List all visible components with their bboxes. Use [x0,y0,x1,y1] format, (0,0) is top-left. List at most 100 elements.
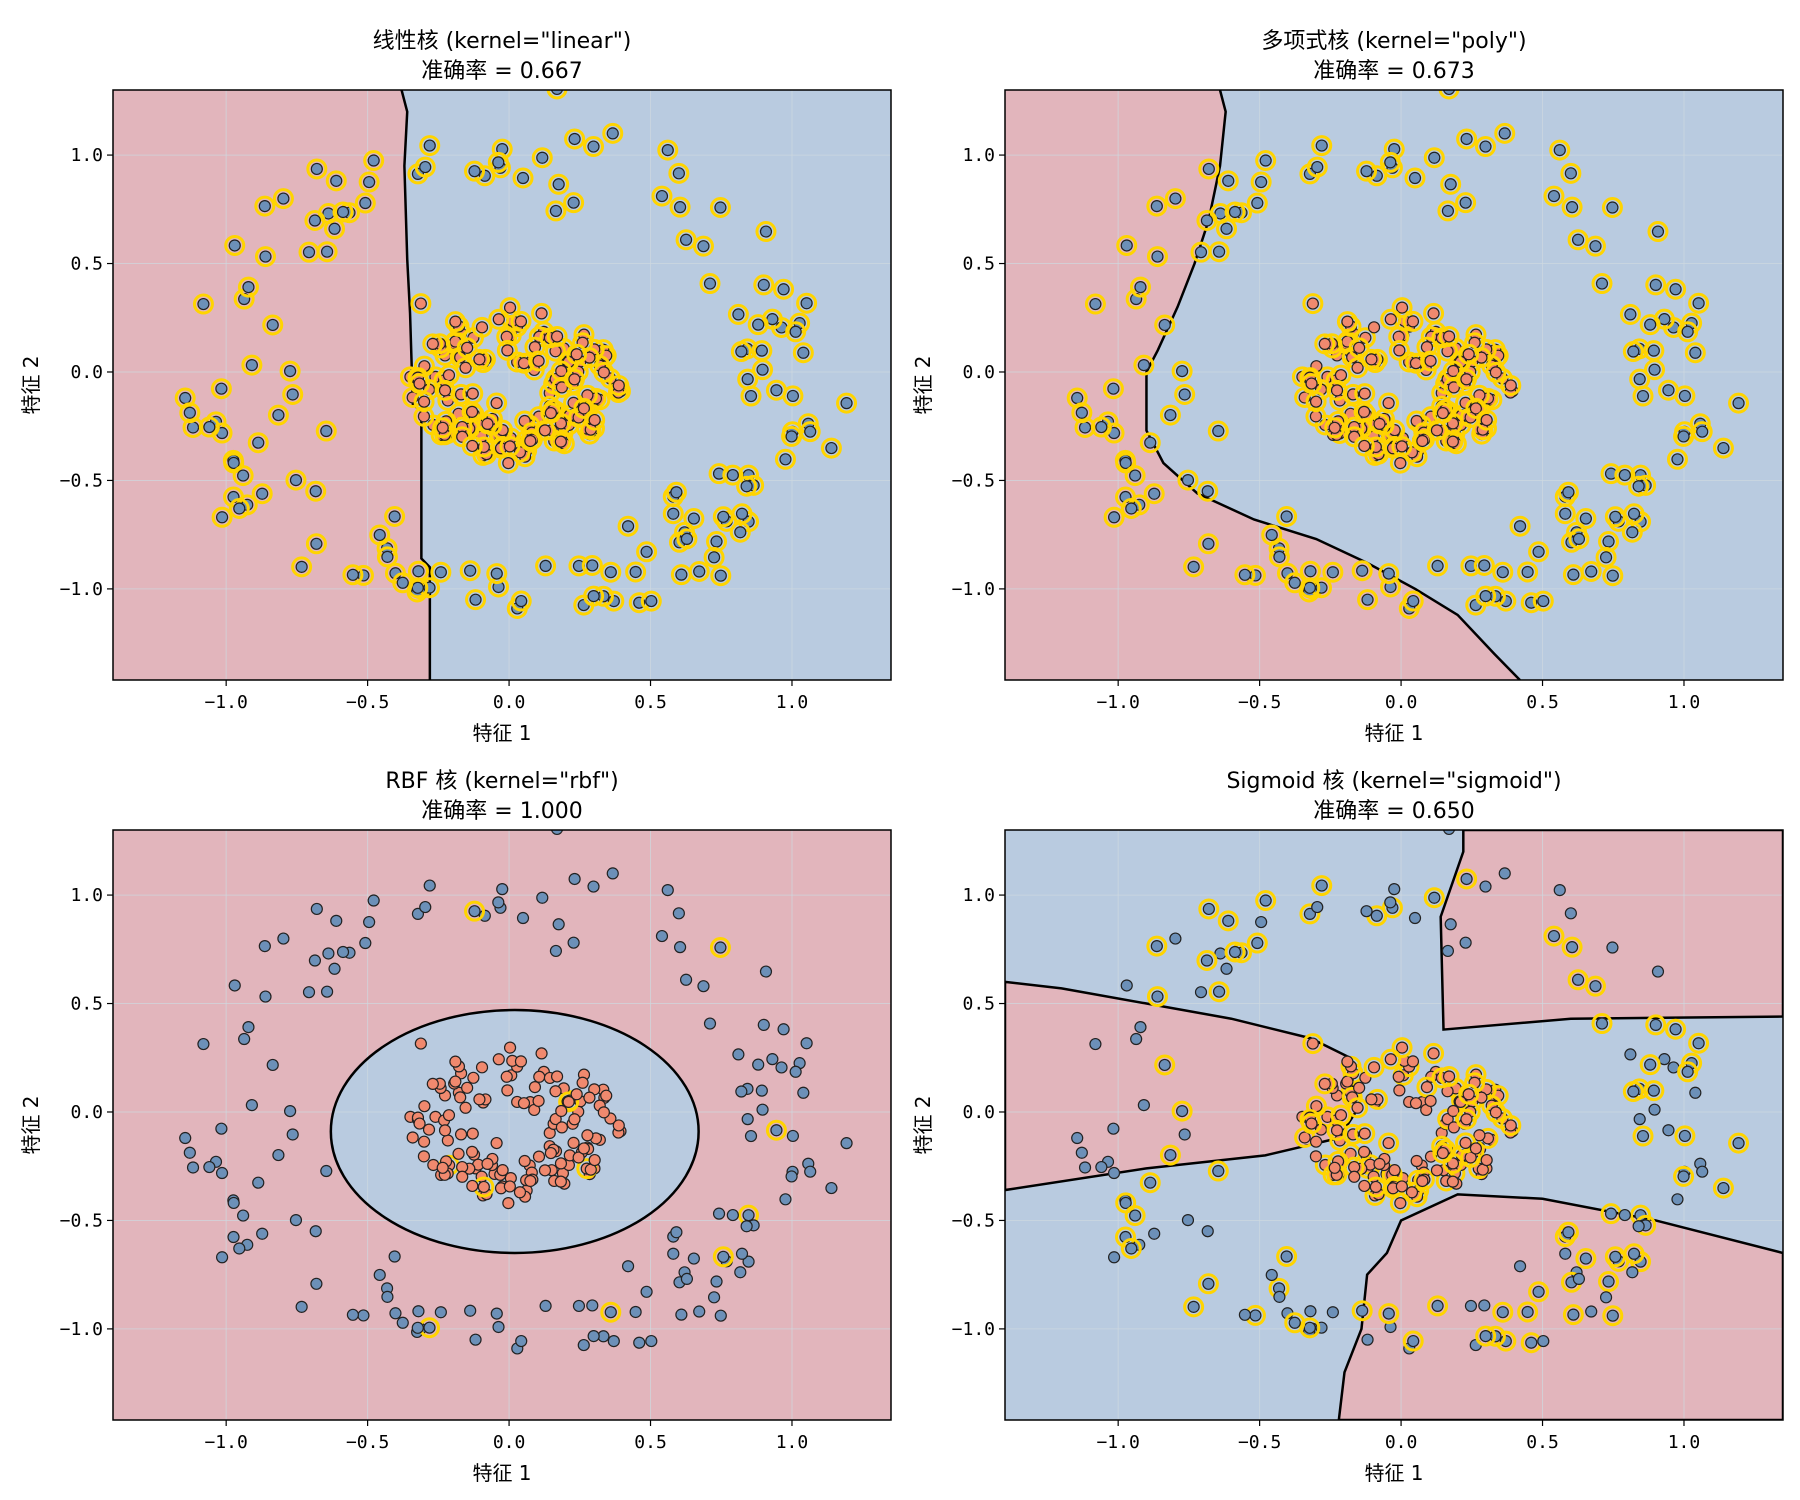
support-vector-ring [1688,1032,1710,1054]
data-point-class1 [1071,1131,1084,1145]
support-vector-ring [232,465,254,487]
support-vector-ring [706,531,728,553]
support-vector-ring [414,156,436,178]
support-vector-ring [1438,325,1460,347]
data-point-class1 [215,511,229,524]
data-point-class1 [1627,345,1640,358]
data-point-class1 [227,1196,240,1210]
data-point-class1 [309,1225,322,1238]
data-point-class1 [1513,1260,1527,1273]
support-vector-ring [1217,910,1239,932]
data-point-class1 [717,510,730,523]
support-vector-ring [1356,160,1378,182]
support-vector-ring [836,392,858,414]
data-point-class1 [245,1099,258,1112]
panel-2: −1.0 −0.5 0.0 0.5 1.0 −1.0 −0.5 0.0 0.5 1.0 多项式核 (… [911,29,1784,745]
support-vector-ring [1485,361,1507,383]
data-point-class1 [1220,222,1233,235]
data-point-class0 [1357,405,1371,418]
support-vector-ring [409,373,431,395]
data-point-class1 [419,900,432,914]
data-point-class1 [367,154,380,167]
data-point-class1 [789,325,802,338]
support-vector-ring [304,210,326,232]
data-point-class1 [1384,896,1397,909]
x-tick-label: 0.0 [493,692,526,713]
data-point-class1 [567,196,580,209]
support-vector-ring [456,337,478,359]
data-point-class1 [266,1058,279,1072]
data-point-class1 [1288,1316,1301,1329]
support-vector-ring [1560,162,1582,184]
data-point-class1 [1632,1220,1645,1233]
data-point-class1 [1280,1250,1293,1263]
data-point-class1 [1200,954,1214,967]
data-point-class1 [411,907,425,920]
data-point-class1 [712,1207,726,1220]
data-point-class1 [1644,318,1657,331]
support-vector-ring [1567,969,1589,991]
data-point-class1 [1144,1176,1157,1189]
support-vector-ring [665,481,687,503]
support-vector-ring [727,303,749,325]
support-vector-ring [461,435,483,457]
data-point-class1 [1280,510,1293,523]
data-point-class1 [320,424,333,438]
data-point-class1 [1201,1225,1214,1238]
support-vector-ring [1643,1080,1665,1102]
data-point-class0 [1406,315,1420,328]
support-vector-ring [1492,1301,1514,1323]
support-vector-ring [1567,229,1589,251]
data-point-class1 [1579,512,1592,525]
data-point-class0 [1504,379,1517,392]
data-point-class1 [734,526,747,539]
support-vector-ring [1458,343,1480,365]
data-point-class0 [1305,1117,1318,1130]
support-vector-ring [1438,1065,1460,1087]
support-vector-ring [1728,1132,1750,1154]
data-point-class1 [1408,911,1422,925]
data-point-class1 [1202,1277,1215,1290]
support-vector-ring [267,404,289,426]
support-vector-ring [1673,425,1695,447]
data-point-class1 [1129,469,1142,482]
support-vector-ring [1434,399,1456,421]
data-point-class1 [1496,566,1509,579]
support-vector-ring [1224,201,1246,223]
data-point-class1 [1431,1299,1444,1313]
data-point-class0 [535,1047,548,1060]
support-vector-ring [1197,1273,1219,1295]
data-point-class1 [1255,175,1268,189]
data-point-class1 [742,1209,755,1222]
data-point-class1 [735,507,749,520]
data-point-class1 [1382,1307,1395,1320]
support-vector-ring [1554,503,1576,525]
support-vector-ring [1224,941,1246,963]
x-tick-label: 0.5 [634,692,667,713]
support-vector-ring [1164,188,1186,210]
data-point-class0 [1341,1055,1354,1068]
support-vector-ring [563,368,585,390]
data-point-class1 [183,1146,196,1159]
data-point-class0 [501,1084,514,1097]
support-vector-ring [740,385,762,407]
support-vector-ring [1601,197,1623,219]
x-tick-label: 1.0 [776,692,809,713]
support-vector-ring [332,201,354,223]
x-tick-label: −0.5 [1238,692,1281,713]
data-point-class1 [286,1128,299,1141]
support-vector-ring [1728,392,1750,414]
data-point-class0 [477,1180,490,1194]
data-point-class0 [422,1123,436,1136]
data-point-class1 [661,884,674,897]
support-vector-ring [179,402,201,424]
data-point-class1 [295,1300,308,1313]
data-point-class1 [1671,1193,1684,1206]
data-point-class1 [1202,162,1215,176]
data-point-class0 [475,1061,489,1074]
data-point-class0 [1318,1077,1331,1090]
support-vector-ring [1380,308,1402,330]
support-vector-ring [1174,383,1196,405]
support-vector-ring [1066,387,1088,409]
data-point-class1 [258,200,271,213]
